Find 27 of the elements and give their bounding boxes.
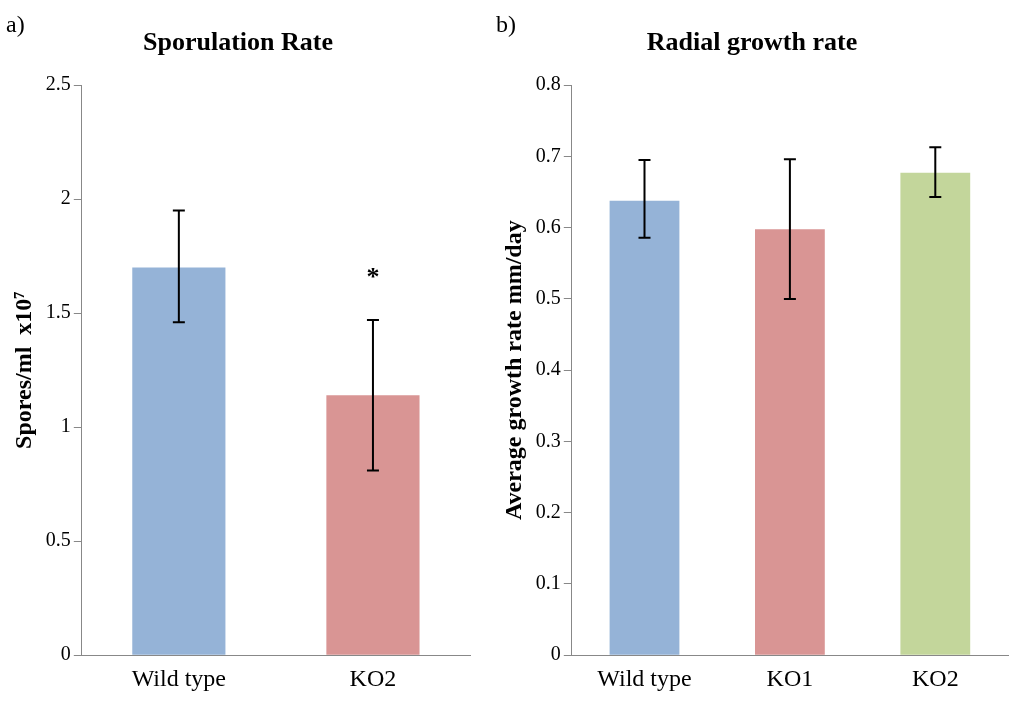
- y-tick-label: 0.5: [45, 528, 71, 551]
- text: a): [6, 11, 25, 38]
- y-tick-label: 1.5: [45, 300, 71, 323]
- y-axis-title: Spores/ml x10⁷: [9, 291, 36, 449]
- y-tick-label: 0.2: [535, 499, 561, 522]
- y-tick-label: 0.3: [535, 428, 561, 451]
- text: b): [496, 11, 516, 38]
- y-tick-label: 0: [550, 642, 561, 665]
- annotation: *: [366, 261, 380, 291]
- y-tick-label: 0.8: [535, 72, 561, 95]
- y-tick-label: 0: [60, 642, 71, 665]
- x-tick-label: KO2: [349, 664, 397, 691]
- y-tick-label: 0.1: [535, 571, 561, 594]
- x-tick-label: Wild type: [597, 664, 692, 691]
- chart-title: Radial growth rate: [646, 27, 858, 57]
- y-tick-label: 0.4: [535, 357, 561, 380]
- y-tick-label: 0.7: [535, 143, 561, 166]
- chart-title: Sporulation Rate: [143, 27, 333, 57]
- x-tick-label: KO1: [766, 664, 814, 691]
- y-tick-label: 1: [60, 414, 71, 437]
- y-tick-label: 2.5: [45, 72, 71, 95]
- y-tick-label: 2: [60, 186, 71, 209]
- y-axis-title: Average growth rate mm/day: [499, 220, 526, 521]
- x-tick-label: Wild type: [131, 664, 227, 691]
- x-tick-label: KO2: [911, 664, 959, 691]
- y-tick-label: 0.6: [535, 214, 561, 237]
- y-tick-label: 0.5: [535, 286, 561, 309]
